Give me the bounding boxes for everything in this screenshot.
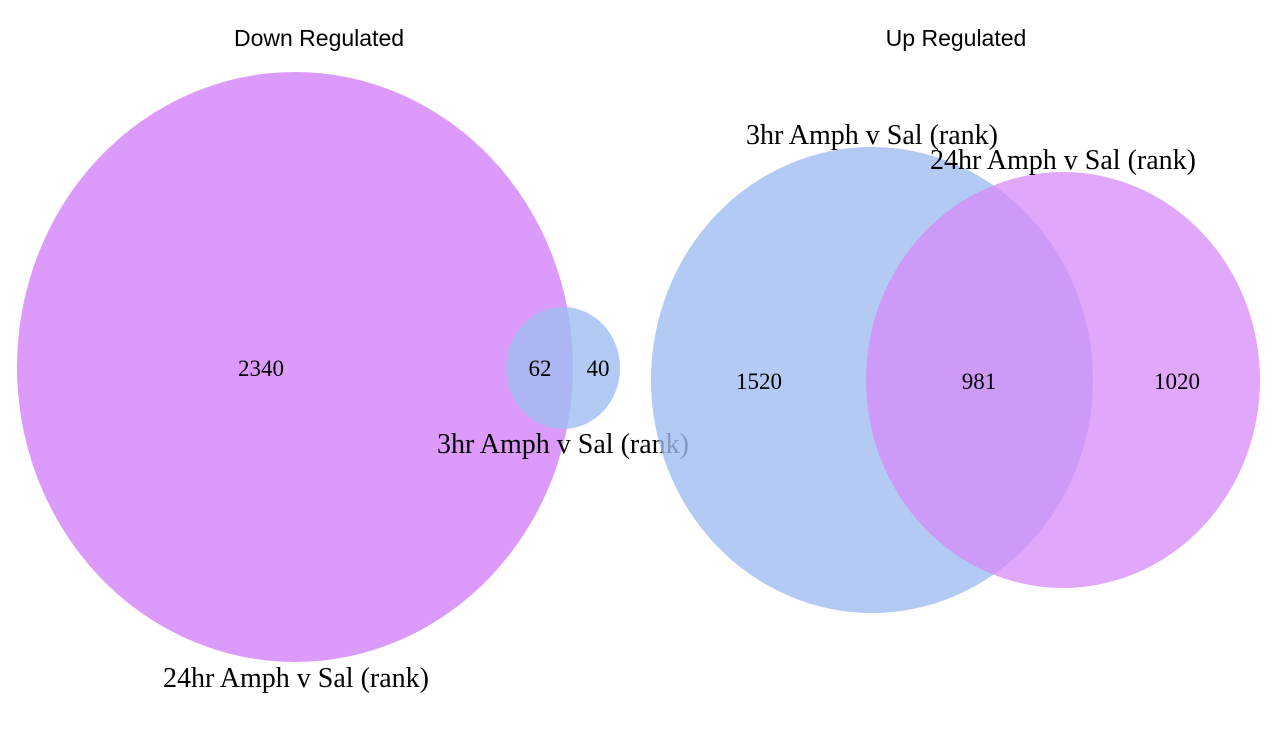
down-only-24hr-count: 2340 xyxy=(238,356,284,381)
down-panel-title: Down Regulated xyxy=(234,25,404,51)
down-3hr-label: 3hr Amph v Sal (rank) xyxy=(437,429,689,460)
down-3hr-circle xyxy=(506,307,620,429)
down-24hr-circle xyxy=(17,72,573,662)
up-regulated-venn: Up Regulated 3hr Amph v Sal (rank) 24hr … xyxy=(651,25,1260,613)
down-24hr-label: 24hr Amph v Sal (rank) xyxy=(163,663,429,694)
up-overlap-count: 981 xyxy=(962,369,997,394)
down-overlap-count: 62 xyxy=(529,356,552,381)
up-24hr-circle xyxy=(866,172,1260,588)
up-3hr-label: 3hr Amph v Sal (rank) xyxy=(746,120,998,151)
up-only-3hr-count: 1520 xyxy=(736,369,782,394)
up-panel-title: Up Regulated xyxy=(886,25,1027,51)
down-regulated-venn: Down Regulated 2340 62 40 3hr Amph v Sal… xyxy=(17,25,689,694)
up-only-24hr-count: 1020 xyxy=(1154,369,1200,394)
up-24hr-label: 24hr Amph v Sal (rank) xyxy=(930,145,1196,176)
down-only-3hr-count: 40 xyxy=(587,356,610,381)
